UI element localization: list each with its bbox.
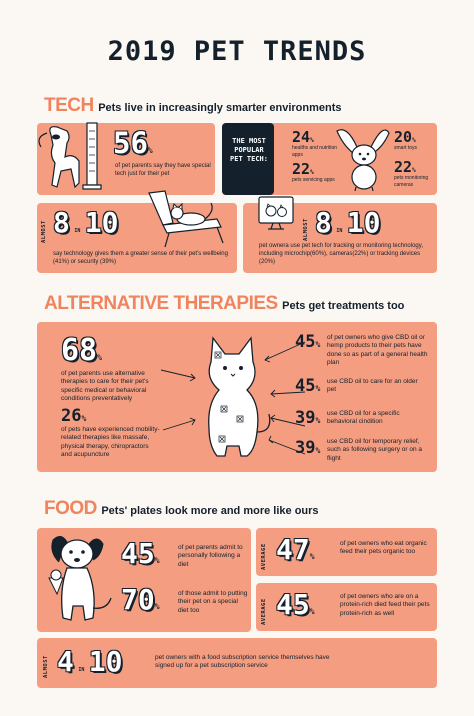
tech-stat2-card: ALMOST 8 IN 10 say technology gives them… xyxy=(37,190,237,273)
therapy-right-2-text: use CBD oil to care for an older pet xyxy=(327,378,418,394)
popular-item-2-unit: % xyxy=(310,169,314,176)
tech-stat2-prefix: ALMOST xyxy=(41,220,47,243)
therapy-right-4-value: 39 xyxy=(295,438,316,458)
tech-stat2-text: say technology gives them a greater sens… xyxy=(53,251,228,265)
food-avg2-value: 45 xyxy=(276,588,310,621)
popular-item-4-value: 22 xyxy=(394,158,413,176)
food-avg2-text: of pet owners who are on a protein-rich … xyxy=(340,593,430,617)
food-avg1-prefix: AVERAGE xyxy=(261,543,267,570)
popular-item-2-text: pets servicing apps xyxy=(292,177,335,183)
tech-stat2-a: 8 xyxy=(53,206,70,239)
tech-stat3-b: 10 xyxy=(346,206,381,239)
tech-stat2-b: 10 xyxy=(84,206,119,239)
tech-stat3-text: pet ownera use pet tech for tracking or … xyxy=(259,243,423,265)
food-avg2-prefix: AVERAGE xyxy=(261,598,267,625)
tech-stat2-in: IN xyxy=(74,228,81,234)
food-subscription-card: ALMOST 4 IN 10 pet owners with a food su… xyxy=(37,638,437,688)
tech-stat1-value: 56 xyxy=(113,126,148,160)
therapies-heading: ALTERNATIVE THERAPIES xyxy=(44,293,278,314)
monitor-pets-icon xyxy=(258,196,294,230)
food-stat3-a: 4 xyxy=(57,645,74,678)
therapy-right-3-unit: % xyxy=(315,416,321,425)
food-stat2-text: of those admit to putting their pet on a… xyxy=(178,590,248,614)
popular-item-1-text: healths and nutrition apps xyxy=(292,145,338,158)
therapy-right-1-value: 45 xyxy=(295,332,316,352)
food-stat1-text: of pet parents admit to personally follo… xyxy=(178,544,243,568)
therapy-right-3-value: 39 xyxy=(295,408,316,428)
tech-heading: TECH xyxy=(44,95,94,116)
therapy-right-2-value: 45 xyxy=(295,376,316,396)
therapy-right-4-unit: % xyxy=(315,446,321,455)
therapy-right-1-unit: % xyxy=(315,340,321,349)
food-stat3-prefix: ALMOST xyxy=(43,655,49,678)
therapies-card: 68% of pet parents use alternative thera… xyxy=(37,322,437,472)
dog-sitting-icon xyxy=(38,122,102,190)
food-subheading: Pets' plates look more and more like our… xyxy=(101,505,319,517)
food-stat2-value: 70 xyxy=(121,583,155,616)
food-stat3-in: IN xyxy=(78,667,85,673)
page-title: 2019 PET TRENDS xyxy=(107,36,367,67)
tech-stat3-in: IN xyxy=(336,228,343,234)
dog-with-icecream-icon xyxy=(48,536,112,621)
food-stat3-b: 10 xyxy=(88,645,123,678)
cat-in-chair-icon xyxy=(148,190,224,248)
food-diet-card: 45% of pet parents admit to personally f… xyxy=(37,528,251,632)
tech-header: TECH Pets live in increasingly smarter e… xyxy=(44,95,342,117)
popular-item-1-unit: % xyxy=(310,137,314,144)
popular-item-3-value: 20 xyxy=(394,128,413,146)
therapy-right-3-text: use CBD oil for a specific behavioral ci… xyxy=(327,410,400,426)
food-stat1-value: 45 xyxy=(121,537,155,570)
therapy-right-1-text: of pet owners who give CBD oil or hemp p… xyxy=(327,334,428,367)
dog-ears-icon xyxy=(336,129,390,192)
tech-stat-card: 56% of pet parents say they have special… xyxy=(37,122,215,195)
food-stat2-unit: % xyxy=(154,602,160,611)
tech-stat1-unit: % xyxy=(147,146,153,155)
tech-stat3-a: 8 xyxy=(315,206,332,239)
tech-stat1-text: of pet parents say they have special tec… xyxy=(115,163,211,177)
popular-item-1-value: 24 xyxy=(292,128,311,146)
food-avg1-unit: % xyxy=(309,552,315,561)
therapies-subheading: Pets get treatments too xyxy=(282,300,405,312)
therapy-left-1-text: of pet parents use alternative therapies… xyxy=(61,370,149,403)
popular-item-4-text: pets monitoring cameras xyxy=(394,175,429,188)
therapy-right-4-text: use CBD oil for temporary relief, such a… xyxy=(327,438,423,462)
food-avg1-value: 47 xyxy=(276,533,310,566)
popular-item-3-text: smart toys xyxy=(394,145,418,151)
popular-item-4-unit: % xyxy=(412,167,416,174)
food-avg2-unit: % xyxy=(309,607,315,616)
popular-item-3-unit: % xyxy=(412,137,416,144)
popular-tech-label: THE MOST POPULAR PET TECH: xyxy=(230,137,268,163)
food-stat3-text: pet owners with a food subscription serv… xyxy=(155,654,330,670)
food-stat1-unit: % xyxy=(154,556,160,565)
food-header: FOOD Pets' plates look more and more lik… xyxy=(44,498,319,520)
therapy-left-2-unit: % xyxy=(81,414,87,423)
therapy-left-1-unit: % xyxy=(97,353,102,362)
therapy-left-1-value: 68 xyxy=(61,333,98,368)
food-heading: FOOD xyxy=(44,498,97,519)
therapies-header: ALTERNATIVE THERAPIES Pets get treatment… xyxy=(44,293,404,315)
therapy-left-2-text: of pets have experienced mobility-relate… xyxy=(61,426,160,459)
therapy-left-2-value: 26 xyxy=(61,406,82,426)
tech-subheading: Pets live in increasingly smarter enviro… xyxy=(98,102,342,114)
therapy-right-2-unit: % xyxy=(315,384,321,393)
food-avg1-card: AVERAGE 47% of pet owners who eat organi… xyxy=(256,528,437,576)
tech-stat3-prefix: ALMOST xyxy=(303,218,309,241)
food-avg2-card: AVERAGE 45% of pet owners who are on a p… xyxy=(256,583,437,631)
cat-with-arrows-icon xyxy=(160,336,306,457)
popular-tech-card: THE MOST POPULAR PET TECH: 24% healths a… xyxy=(222,123,437,195)
food-avg1-text: of pet owners who eat organic feed their… xyxy=(340,540,427,556)
popular-item-2-value: 22 xyxy=(292,160,311,178)
popular-tech-label-box: THE MOST POPULAR PET TECH: xyxy=(222,123,274,195)
tech-stat3-card: ALMOST 8 IN 10 pet ownera use pet tech f… xyxy=(243,196,437,273)
